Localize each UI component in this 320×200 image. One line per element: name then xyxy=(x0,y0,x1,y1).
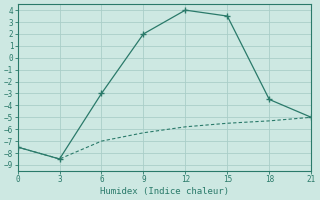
X-axis label: Humidex (Indice chaleur): Humidex (Indice chaleur) xyxy=(100,187,229,196)
